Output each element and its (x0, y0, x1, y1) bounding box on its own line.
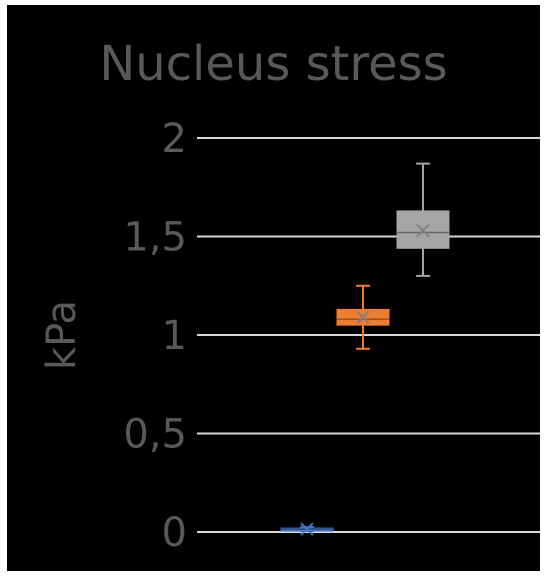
y-tick-label-2: 1 (162, 313, 187, 359)
mean-marker-b-2 (356, 310, 370, 324)
mean-marker-b-3 (416, 223, 430, 238)
y-tick-labels: 0 0,5 1 1,5 2 (123, 116, 187, 556)
mean-marker-b-1 (300, 522, 314, 536)
box-1 (280, 522, 334, 536)
gridlines (197, 137, 540, 533)
box-2 (336, 284, 390, 350)
box-3 (396, 162, 450, 277)
chart-panel: Nucleus stress 0 0,5 1 1,5 2 kPa (7, 5, 540, 571)
y-axis-label: kPa (39, 300, 85, 370)
y-tick-label-4: 2 (162, 116, 187, 162)
box-series (280, 162, 450, 536)
y-tick-label-0: 0 (162, 510, 187, 556)
y-tick-label-3: 1,5 (123, 215, 187, 261)
y-tick-label-1: 0,5 (123, 412, 187, 458)
chart-plot: 0 0,5 1 1,5 2 kPa (39, 116, 540, 556)
chart-title: Nucleus stress (99, 36, 448, 92)
